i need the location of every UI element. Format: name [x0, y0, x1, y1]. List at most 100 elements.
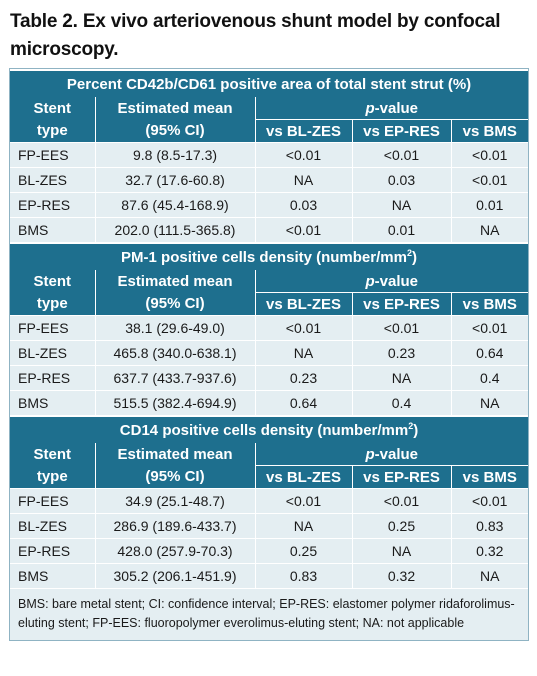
- table-title: Table 2. Ex vivo arteriovenous shunt mod…: [10, 11, 501, 60]
- stent-type-cell: BL-ZES: [10, 167, 95, 193]
- p-value-suffix: -value: [374, 99, 419, 117]
- section-title-suffix: ): [413, 421, 419, 439]
- stent-type-header-line2: type: [10, 119, 95, 143]
- vs-bl-zes-header: vs BL-ZES: [254, 292, 352, 316]
- vs-bms-header: vs BMS: [450, 465, 529, 489]
- p-vs-ep-res-cell: 0.03: [351, 167, 451, 193]
- section-title-text: CD14 positive cells density (number/mm: [119, 421, 409, 439]
- p-vs-ep-res-cell: 0.01: [351, 217, 451, 243]
- column-subheader-row: type (95% CI) vs BL-ZES vs EP-RES vs BMS: [10, 119, 529, 143]
- stent-type-header-line2: type: [10, 465, 95, 489]
- column-header-row: Stent Estimated mean p-value: [10, 270, 529, 293]
- table-row: BMS 515.5 (382.4-694.9) 0.64 0.4 NA: [10, 390, 529, 416]
- column-subheader-row: type (95% CI) vs BL-ZES vs EP-RES vs BMS: [10, 292, 529, 316]
- estimated-mean-header: Estimated mean: [94, 97, 255, 120]
- p-letter: p: [365, 99, 375, 117]
- p-vs-bms-cell: NA: [450, 390, 529, 416]
- p-vs-ep-res-cell: 0.32: [351, 563, 451, 588]
- table-row: BMS 305.2 (206.1-451.9) 0.83 0.32 NA: [10, 563, 529, 588]
- p-letter: p: [365, 272, 375, 290]
- p-vs-bl-zes-cell: <0.01: [254, 315, 352, 341]
- estimated-mean-cell: 9.8 (8.5-17.3): [94, 142, 255, 168]
- stent-type-cell: BL-ZES: [10, 513, 95, 539]
- vs-bms-header: vs BMS: [450, 292, 529, 316]
- stent-type-cell: BMS: [10, 217, 95, 243]
- estimated-mean-header: Estimated mean: [94, 443, 255, 466]
- vs-ep-res-header: vs EP-RES: [351, 465, 451, 489]
- stent-type-cell: EP-RES: [10, 192, 95, 218]
- section-title-suffix: ): [411, 248, 417, 266]
- stent-type-cell: FP-EES: [10, 315, 95, 341]
- table-row: BL-ZES 32.7 (17.6-60.8) NA 0.03 <0.01: [10, 167, 529, 193]
- vs-ep-res-header: vs EP-RES: [351, 292, 451, 316]
- p-vs-bms-cell: <0.01: [450, 142, 529, 168]
- section-title-text: Percent CD42b/CD61 positive area of tota…: [66, 75, 472, 93]
- table-row: EP-RES 637.7 (433.7-937.6) 0.23 NA 0.4: [10, 365, 529, 391]
- stent-type-cell: BMS: [10, 390, 95, 416]
- estimated-mean-cell: 305.2 (206.1-451.9): [94, 563, 255, 588]
- stent-type-cell: FP-EES: [10, 488, 95, 514]
- p-vs-ep-res-cell: <0.01: [351, 315, 451, 341]
- estimated-mean-cell: 32.7 (17.6-60.8): [94, 167, 255, 193]
- table-row: EP-RES 428.0 (257.9-70.3) 0.25 NA 0.32: [10, 538, 529, 564]
- section-title-superscript: 2: [406, 247, 412, 258]
- p-value-suffix: -value: [374, 272, 419, 290]
- p-vs-ep-res-cell: NA: [351, 192, 451, 218]
- p-letter: p: [365, 445, 375, 463]
- p-vs-bl-zes-cell: <0.01: [254, 488, 352, 514]
- estimated-mean-cell: 34.9 (25.1-48.7): [94, 488, 255, 514]
- estimated-mean-cell: 428.0 (257.9-70.3): [94, 538, 255, 564]
- stent-type-cell: BL-ZES: [10, 340, 95, 366]
- p-vs-bl-zes-cell: 0.64: [254, 390, 352, 416]
- estimated-mean-cell: 87.6 (45.4-168.9): [94, 192, 255, 218]
- stent-type-header: Stent: [10, 270, 95, 293]
- estimated-mean-header-line2: (95% CI): [94, 465, 255, 489]
- p-vs-bms-cell: NA: [450, 563, 529, 588]
- section-title-row: CD14 positive cells density (number/mm2): [10, 415, 529, 443]
- p-vs-bl-zes-cell: NA: [254, 167, 352, 193]
- table-row: BL-ZES 286.9 (189.6-433.7) NA 0.25 0.83: [10, 513, 529, 539]
- p-vs-ep-res-cell: <0.01: [351, 488, 451, 514]
- p-vs-bl-zes-cell: <0.01: [254, 142, 352, 168]
- footnote: BMS: bare metal stent; CI: confidence in…: [10, 588, 528, 640]
- p-vs-bl-zes-cell: NA: [254, 340, 352, 366]
- column-header-row: Stent Estimated mean p-value: [10, 443, 529, 466]
- stent-type-cell: FP-EES: [10, 142, 95, 168]
- p-vs-bl-zes-cell: 0.25: [254, 538, 352, 564]
- p-vs-ep-res-cell: <0.01: [351, 142, 451, 168]
- p-vs-bms-cell: 0.83: [450, 513, 529, 539]
- p-value-header: p-value: [254, 270, 529, 293]
- p-vs-ep-res-cell: 0.4: [351, 390, 451, 416]
- estimated-mean-cell: 38.1 (29.6-49.0): [94, 315, 255, 341]
- p-vs-bms-cell: 0.32: [450, 538, 529, 564]
- p-vs-bl-zes-cell: <0.01: [254, 217, 352, 243]
- table-row: EP-RES 87.6 (45.4-168.9) 0.03 NA 0.01: [10, 192, 529, 218]
- section-title-superscript: 2: [408, 420, 414, 431]
- data-table: Percent CD42b/CD61 positive area of tota…: [10, 69, 529, 588]
- p-vs-ep-res-cell: NA: [351, 538, 451, 564]
- section-title: Percent CD42b/CD61 positive area of tota…: [10, 69, 529, 97]
- section-title-row: PM-1 positive cells density (number/mm2): [10, 242, 529, 270]
- vs-bms-header: vs BMS: [450, 119, 529, 143]
- section-title-text: PM-1 positive cells density (number/mm: [121, 248, 407, 266]
- p-vs-bl-zes-cell: NA: [254, 513, 352, 539]
- p-vs-bl-zes-cell: 0.03: [254, 192, 352, 218]
- p-vs-bl-zes-cell: 0.23: [254, 365, 352, 391]
- p-vs-ep-res-cell: NA: [351, 365, 451, 391]
- vs-bl-zes-header: vs BL-ZES: [254, 465, 352, 489]
- estimated-mean-cell: 465.8 (340.0-638.1): [94, 340, 255, 366]
- estimated-mean-cell: 286.9 (189.6-433.7): [94, 513, 255, 539]
- stent-type-header-line2: type: [10, 292, 95, 316]
- table-row: FP-EES 38.1 (29.6-49.0) <0.01 <0.01 <0.01: [10, 315, 529, 341]
- stent-type-cell: BMS: [10, 563, 95, 588]
- estimated-mean-cell: 637.7 (433.7-937.6): [94, 365, 255, 391]
- results-table: Percent CD42b/CD61 positive area of tota…: [9, 68, 529, 641]
- p-vs-bl-zes-cell: 0.83: [254, 563, 352, 588]
- estimated-mean-cell: 515.5 (382.4-694.9): [94, 390, 255, 416]
- table-row: BMS 202.0 (111.5-365.8) <0.01 0.01 NA: [10, 217, 529, 243]
- estimated-mean-cell: 202.0 (111.5-365.8): [94, 217, 255, 243]
- p-value-header: p-value: [254, 443, 529, 466]
- table-row: FP-EES 34.9 (25.1-48.7) <0.01 <0.01 <0.01: [10, 488, 529, 514]
- column-subheader-row: type (95% CI) vs BL-ZES vs EP-RES vs BMS: [10, 465, 529, 489]
- table-row: BL-ZES 465.8 (340.0-638.1) NA 0.23 0.64: [10, 340, 529, 366]
